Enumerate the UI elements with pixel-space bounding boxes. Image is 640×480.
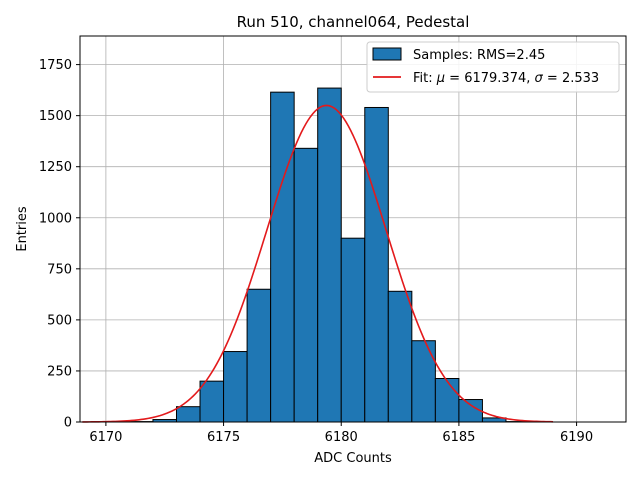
y-tick-label: 1250 bbox=[39, 160, 72, 175]
y-tick-label: 0 bbox=[64, 416, 72, 431]
histogram-bar bbox=[387, 290, 413, 423]
histogram-bar bbox=[270, 91, 295, 423]
y-tick-label: 1750 bbox=[39, 58, 72, 73]
y-axis-ticks: 0 250 500 750 1000 1250 1500 1750 bbox=[39, 58, 80, 431]
legend-histogram-label: Samples: RMS=2.45 bbox=[413, 48, 545, 63]
legend-box bbox=[366, 41, 620, 93]
x-axis-label: ADC Counts bbox=[314, 451, 392, 466]
histogram-bar bbox=[434, 377, 460, 423]
x-tick-label: 6175 bbox=[207, 430, 240, 445]
histogram-bar bbox=[175, 406, 201, 423]
legend-fit-label: Fit: μ = 6179.374, σ = 2.533 bbox=[413, 71, 599, 86]
histogram-bar bbox=[293, 147, 319, 423]
histogram-bar bbox=[317, 87, 342, 423]
legend-histogram-swatch bbox=[372, 47, 402, 61]
y-tick-label: 500 bbox=[47, 313, 72, 328]
histogram-bar bbox=[340, 237, 366, 423]
histogram-bars bbox=[128, 87, 531, 423]
histogram-bar bbox=[223, 351, 248, 423]
y-tick-label: 750 bbox=[47, 262, 72, 277]
plot-frame bbox=[79, 35, 627, 423]
x-tick-label: 6170 bbox=[89, 430, 122, 445]
x-tick-label: 6190 bbox=[560, 430, 593, 445]
y-tick-label: 1000 bbox=[39, 211, 72, 226]
gaussian-fit-line bbox=[82, 104, 554, 423]
y-axis-label: Entries bbox=[15, 206, 30, 252]
chart-title: Run 510, channel064, Pedestal bbox=[237, 13, 470, 31]
histogram-bar bbox=[199, 380, 225, 423]
histogram-bar bbox=[411, 340, 436, 423]
y-tick-label: 250 bbox=[47, 364, 72, 379]
x-axis-ticks: 6170 6175 6180 6185 6190 bbox=[89, 422, 593, 445]
x-tick-label: 6180 bbox=[325, 430, 358, 445]
histogram-bar bbox=[246, 288, 272, 423]
legend: Samples: RMS=2.45 Fit: μ = 6179.374, σ =… bbox=[366, 41, 620, 93]
histogram-bar bbox=[364, 106, 389, 423]
y-tick-label: 1500 bbox=[39, 109, 72, 124]
x-tick-label: 6185 bbox=[442, 430, 475, 445]
